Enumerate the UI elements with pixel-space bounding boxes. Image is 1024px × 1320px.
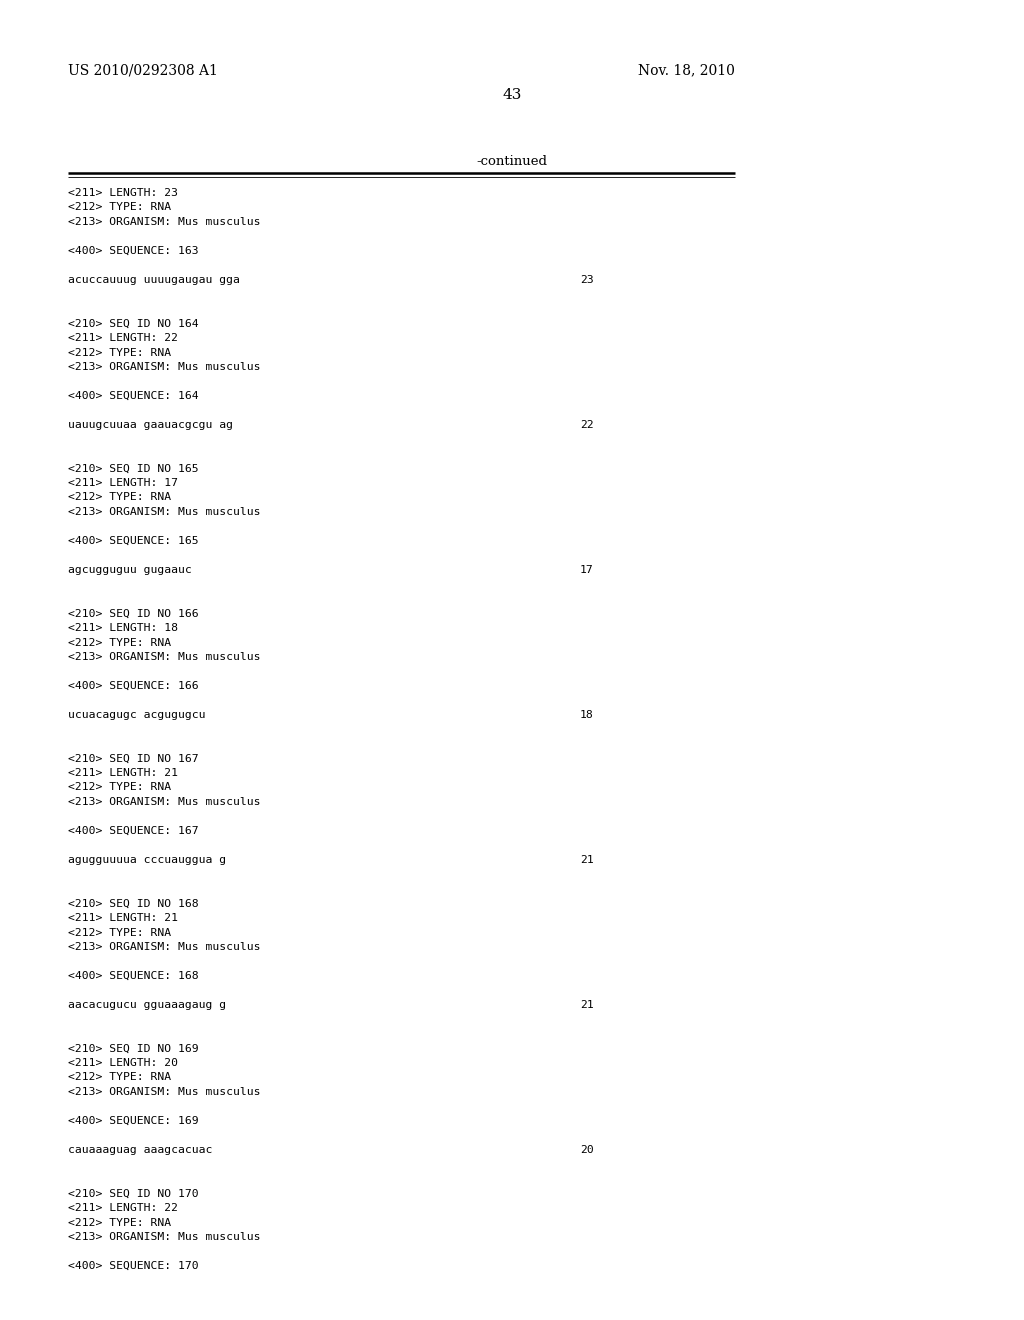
Text: <400> SEQUENCE: 168: <400> SEQUENCE: 168	[68, 972, 199, 981]
Text: <210> SEQ ID NO 169: <210> SEQ ID NO 169	[68, 1044, 199, 1053]
Text: <213> ORGANISM: Mus musculus: <213> ORGANISM: Mus musculus	[68, 1086, 260, 1097]
Text: <210> SEQ ID NO 168: <210> SEQ ID NO 168	[68, 899, 199, 908]
Text: <400> SEQUENCE: 169: <400> SEQUENCE: 169	[68, 1115, 199, 1126]
Text: <213> ORGANISM: Mus musculus: <213> ORGANISM: Mus musculus	[68, 362, 260, 372]
Text: <211> LENGTH: 20: <211> LENGTH: 20	[68, 1059, 178, 1068]
Text: agcugguguu gugaauc: agcugguguu gugaauc	[68, 565, 191, 576]
Text: US 2010/0292308 A1: US 2010/0292308 A1	[68, 63, 218, 77]
Text: agugguuuua cccuauggua g: agugguuuua cccuauggua g	[68, 855, 226, 865]
Text: <210> SEQ ID NO 164: <210> SEQ ID NO 164	[68, 318, 199, 329]
Text: <213> ORGANISM: Mus musculus: <213> ORGANISM: Mus musculus	[68, 942, 260, 952]
Text: 22: 22	[580, 420, 594, 430]
Text: <212> TYPE: RNA: <212> TYPE: RNA	[68, 347, 171, 358]
Text: <210> SEQ ID NO 167: <210> SEQ ID NO 167	[68, 754, 199, 763]
Text: <213> ORGANISM: Mus musculus: <213> ORGANISM: Mus musculus	[68, 1232, 260, 1242]
Text: acuccauuug uuuugaugau gga: acuccauuug uuuugaugau gga	[68, 275, 240, 285]
Text: 21: 21	[580, 855, 594, 865]
Text: <212> TYPE: RNA: <212> TYPE: RNA	[68, 492, 171, 503]
Text: <211> LENGTH: 18: <211> LENGTH: 18	[68, 623, 178, 634]
Text: ucuacagugc acgugugcu: ucuacagugc acgugugcu	[68, 710, 206, 719]
Text: 43: 43	[503, 88, 521, 102]
Text: <212> TYPE: RNA: <212> TYPE: RNA	[68, 783, 171, 792]
Text: <210> SEQ ID NO 166: <210> SEQ ID NO 166	[68, 609, 199, 619]
Text: Nov. 18, 2010: Nov. 18, 2010	[638, 63, 735, 77]
Text: <211> LENGTH: 23: <211> LENGTH: 23	[68, 187, 178, 198]
Text: <212> TYPE: RNA: <212> TYPE: RNA	[68, 638, 171, 648]
Text: <400> SEQUENCE: 166: <400> SEQUENCE: 166	[68, 681, 199, 690]
Text: <400> SEQUENCE: 165: <400> SEQUENCE: 165	[68, 536, 199, 546]
Text: 21: 21	[580, 1001, 594, 1010]
Text: uauugcuuaa gaauacgcgu ag: uauugcuuaa gaauacgcgu ag	[68, 420, 233, 430]
Text: <213> ORGANISM: Mus musculus: <213> ORGANISM: Mus musculus	[68, 216, 260, 227]
Text: <213> ORGANISM: Mus musculus: <213> ORGANISM: Mus musculus	[68, 797, 260, 807]
Text: <400> SEQUENCE: 164: <400> SEQUENCE: 164	[68, 391, 199, 401]
Text: <213> ORGANISM: Mus musculus: <213> ORGANISM: Mus musculus	[68, 507, 260, 517]
Text: <211> LENGTH: 22: <211> LENGTH: 22	[68, 333, 178, 343]
Text: <212> TYPE: RNA: <212> TYPE: RNA	[68, 928, 171, 937]
Text: <400> SEQUENCE: 170: <400> SEQUENCE: 170	[68, 1261, 199, 1271]
Text: 20: 20	[580, 1144, 594, 1155]
Text: <400> SEQUENCE: 167: <400> SEQUENCE: 167	[68, 826, 199, 836]
Text: <211> LENGTH: 22: <211> LENGTH: 22	[68, 1203, 178, 1213]
Text: <211> LENGTH: 17: <211> LENGTH: 17	[68, 478, 178, 488]
Text: 17: 17	[580, 565, 594, 576]
Text: <210> SEQ ID NO 170: <210> SEQ ID NO 170	[68, 1188, 199, 1199]
Text: <212> TYPE: RNA: <212> TYPE: RNA	[68, 1072, 171, 1082]
Text: 23: 23	[580, 275, 594, 285]
Text: -continued: -continued	[476, 154, 548, 168]
Text: <400> SEQUENCE: 163: <400> SEQUENCE: 163	[68, 246, 199, 256]
Text: aacacugucu gguaaagaug g: aacacugucu gguaaagaug g	[68, 1001, 226, 1010]
Text: <210> SEQ ID NO 165: <210> SEQ ID NO 165	[68, 463, 199, 474]
Text: <212> TYPE: RNA: <212> TYPE: RNA	[68, 202, 171, 213]
Text: <211> LENGTH: 21: <211> LENGTH: 21	[68, 913, 178, 923]
Text: <212> TYPE: RNA: <212> TYPE: RNA	[68, 1217, 171, 1228]
Text: <211> LENGTH: 21: <211> LENGTH: 21	[68, 768, 178, 777]
Text: 18: 18	[580, 710, 594, 719]
Text: <213> ORGANISM: Mus musculus: <213> ORGANISM: Mus musculus	[68, 652, 260, 663]
Text: cauaaaguag aaagcacuac: cauaaaguag aaagcacuac	[68, 1144, 212, 1155]
